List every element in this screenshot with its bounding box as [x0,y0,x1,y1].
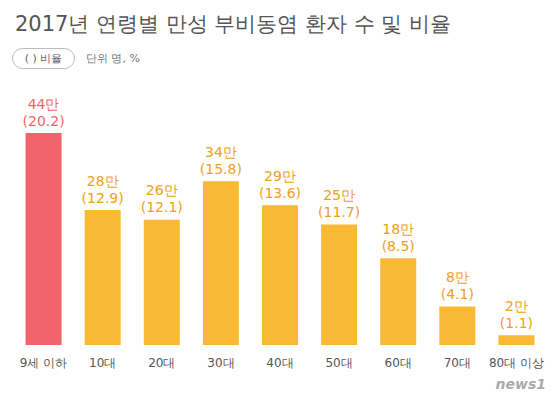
svg-text:( ) 비율: ( ) 비율 [25,52,63,65]
svg-text:(12.1): (12.1) [141,199,183,215]
svg-text:34만: 34만 [205,144,237,160]
svg-text:20대: 20대 [148,356,175,370]
svg-text:29만: 29만 [264,168,296,184]
svg-text:18만: 18만 [382,221,414,237]
svg-text:news1: news1 [496,376,546,392]
svg-text:(15.8): (15.8) [200,161,242,177]
svg-text:(1.1): (1.1) [500,315,533,331]
svg-text:2017년 연령별 만성 부비동염 환자 수 및 비율: 2017년 연령별 만성 부비동염 환자 수 및 비율 [15,12,451,36]
svg-text:60대: 60대 [385,356,412,370]
svg-text:40대: 40대 [266,356,293,370]
svg-text:10대: 10대 [89,356,116,370]
svg-text:(20.2): (20.2) [23,113,65,129]
svg-text:(13.6): (13.6) [259,185,301,201]
svg-text:44만: 44만 [28,96,60,112]
svg-text:(8.5): (8.5) [382,238,415,254]
svg-text:9세 이하: 9세 이하 [20,356,67,370]
svg-text:(12.9): (12.9) [82,190,124,206]
svg-text:단위 명, %: 단위 명, % [86,52,140,65]
svg-text:28만: 28만 [87,173,119,189]
svg-text:(11.7): (11.7) [318,204,360,220]
svg-text:26만: 26만 [146,182,178,198]
svg-text:80대 이상: 80대 이상 [489,356,544,370]
svg-text:70대: 70대 [444,356,471,370]
svg-text:8만: 8만 [446,269,469,285]
svg-text:50대: 50대 [325,356,352,370]
svg-text:2만: 2만 [505,298,528,314]
svg-text:30대: 30대 [207,356,234,370]
svg-text:(4.1): (4.1) [441,286,474,302]
svg-text:25만: 25만 [323,187,355,203]
